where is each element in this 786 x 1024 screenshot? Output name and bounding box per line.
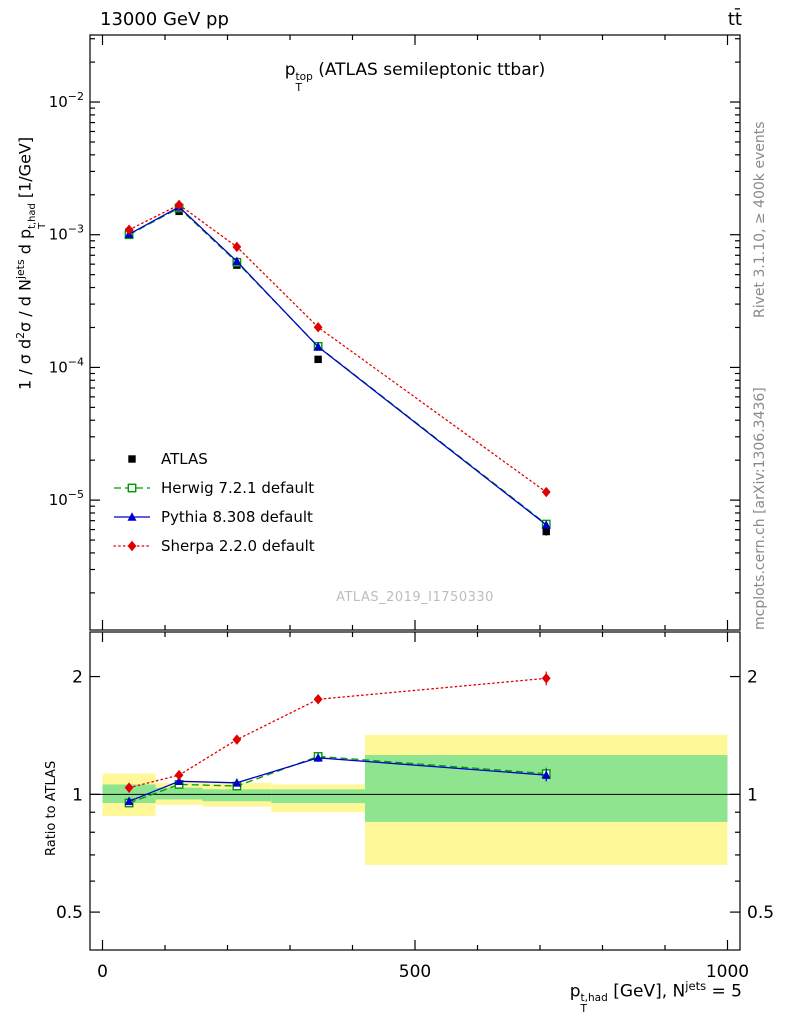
legend-sample-square-filled [128, 454, 136, 463]
svg-text:2: 2 [72, 668, 83, 688]
series-pythia [124, 752, 551, 806]
svg-text:0.5: 0.5 [747, 903, 774, 923]
legend-item: Pythia 8.308 default [112, 502, 315, 531]
svg-text:10−3: 10−3 [49, 223, 84, 244]
x-axis-label: p t,had T [GeV], Njets = 5 [569, 979, 742, 1016]
header-beam-energy: 13000 GeV pp [100, 9, 229, 30]
header-process: tt̄ [727, 9, 742, 30]
series-sherpa [124, 199, 551, 498]
svg-text:2: 2 [747, 668, 758, 688]
svg-text:1: 1 [747, 785, 758, 805]
ticks [90, 35, 740, 630]
legend-sample-diamond-filled [113, 540, 151, 551]
legend-label: Sherpa 2.2.0 default [161, 536, 315, 555]
legend-label: Pythia 8.308 default [161, 507, 313, 526]
analysis-watermark: ATLAS_2019_I1750330 [336, 590, 494, 605]
panel-frame [89, 34, 741, 631]
svg-text:0: 0 [97, 962, 108, 982]
rivet-version-label: Rivet 3.1.10, ≥ 400k events [752, 121, 768, 318]
band-green [155, 787, 203, 800]
mcplots-reference-label: mcplots.cern.ch [arXiv:1306.3436] [752, 387, 768, 630]
band-green [202, 789, 272, 802]
svg-text:500: 500 [399, 962, 431, 982]
band-green [271, 789, 365, 804]
series-sherpa [124, 671, 551, 793]
legend-item: Herwig 7.2.1 default [112, 473, 315, 502]
legend-sample-square-open [114, 483, 150, 492]
plot-title: p top T (ATLAS semileptonic ttbar) [284, 60, 546, 94]
tick-labels: 10−5 10−4 10−3 10−2 [49, 90, 84, 509]
svg-text:10−5: 10−5 [49, 488, 84, 509]
panel-ratio: 0.5 0.5 1 1 2 2 0 500 1000 [56, 631, 774, 982]
svg-text:1: 1 [72, 785, 83, 805]
ticks [90, 632, 740, 950]
svg-text:10−4: 10−4 [49, 355, 84, 376]
tick-labels: 0.5 0.5 1 1 2 2 0 500 1000 [56, 668, 774, 982]
svg-text:1000: 1000 [706, 962, 749, 982]
uncertainty-bands [102, 734, 728, 865]
ratio-y-axis-label: Ratio to ATLAS [44, 760, 59, 856]
main-y-axis-label: 1 / σ d2σ / d Njets d p t,had T [1/GeV] [14, 136, 49, 390]
svg-text:10−2: 10−2 [49, 90, 84, 111]
legend: ATLAS Herwig 7.2.1 default Pythia 8.308 de… [112, 444, 315, 560]
legend-sample-triangle-filled [114, 511, 150, 521]
legend-item: Sherpa 2.2.0 default [112, 531, 315, 560]
legend-label: Herwig 7.2.1 default [161, 478, 315, 497]
legend-label: ATLAS [161, 449, 208, 468]
svg-text:0.5: 0.5 [56, 903, 83, 923]
legend-item: ATLAS [112, 444, 315, 473]
panel-frame [89, 631, 741, 951]
